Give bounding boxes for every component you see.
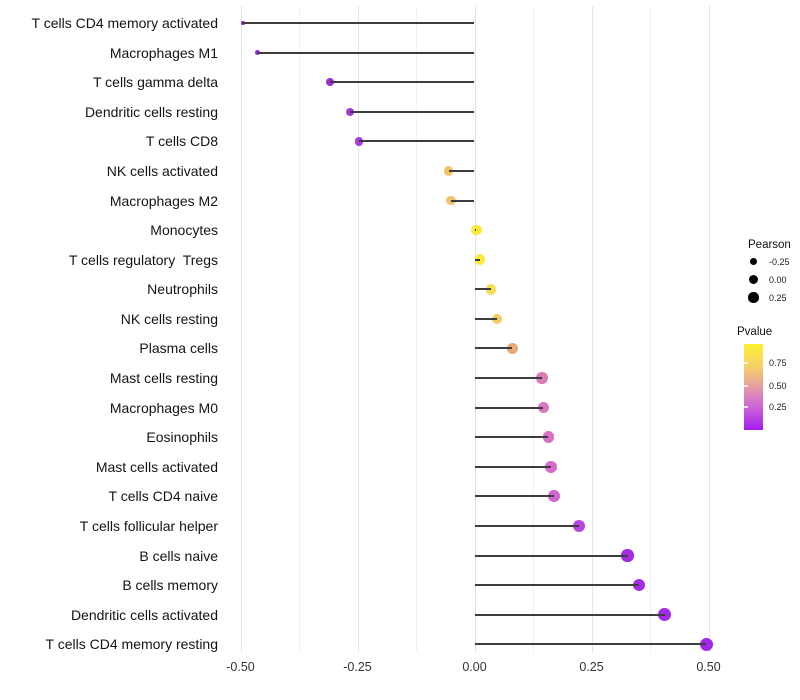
row-label: T cells CD4 memory activated <box>31 15 218 31</box>
gridline-major <box>591 6 593 652</box>
lollipop-stem <box>474 584 640 587</box>
color-legend-tick-label: 0.75 <box>769 358 787 368</box>
x-axis-tick-label: 0.00 <box>462 660 487 674</box>
lollipop-stem <box>358 140 475 143</box>
gridline-minor <box>533 6 534 652</box>
row-label: T cells gamma delta <box>92 74 218 91</box>
data-point-dot <box>658 608 671 621</box>
lollipop-stem <box>474 229 477 232</box>
row-label: Mast cells activated <box>95 458 218 475</box>
data-point-dot <box>548 490 560 503</box>
size-legend-dot <box>749 257 758 266</box>
data-point-dot <box>699 637 713 651</box>
lollipop-stem <box>474 406 544 409</box>
lollipop-stem <box>474 317 497 320</box>
color-legend-gradient-bar <box>744 344 763 430</box>
row-label: T cells regulatory Tregs <box>68 251 218 268</box>
gridline-major <box>240 6 242 652</box>
row-label: Dendritic cells activated <box>70 606 218 623</box>
size-legend-label: -0.25 <box>769 256 790 267</box>
color-legend-tick <box>744 362 748 364</box>
size-legend-title: Pearson <box>748 239 791 251</box>
color-legend-title: Pvalue <box>737 326 773 338</box>
row-label: Macrophages M2 <box>109 192 218 209</box>
lollipop-stem <box>242 22 475 24</box>
lollipop-stem <box>474 436 549 439</box>
gridline-minor <box>650 6 651 652</box>
lollipop-stem <box>329 81 475 84</box>
row-label: Eosinophils <box>146 429 218 446</box>
gridline-minor <box>416 6 417 652</box>
color-legend-tick <box>744 406 748 409</box>
lollipop-stem <box>451 199 475 202</box>
row-label: Mast cells resting <box>109 370 218 387</box>
color-legend-tick-label: 0.25 <box>769 402 787 413</box>
lollipop-stem <box>257 51 475 54</box>
color-legend-tick-label: 0.50 <box>769 380 787 391</box>
lollipop-stem <box>474 465 551 468</box>
data-point-dot <box>542 431 555 443</box>
lollipop-stem <box>474 288 491 291</box>
lollipop-stem <box>474 258 481 261</box>
row-label: T cells CD4 memory resting <box>45 636 218 653</box>
data-point-dot <box>471 224 482 236</box>
x-axis-tick-label: -0.50 <box>226 660 255 674</box>
row-label: Plasma cells <box>139 340 218 357</box>
row-label: Dendritic cells resting <box>84 103 218 120</box>
row-label: Monocytes <box>150 222 218 239</box>
x-axis-tick-label: 0.50 <box>696 660 721 674</box>
row-label: B cells naive <box>139 547 218 564</box>
size-legend-dot <box>748 292 759 303</box>
lollipop-stem <box>474 613 665 616</box>
color-legend-tick <box>744 384 748 387</box>
size-legend-dot <box>749 275 758 284</box>
lollipop-stem <box>474 643 707 646</box>
gridline-major <box>474 6 476 652</box>
row-label: T cells CD8 <box>145 133 218 150</box>
row-label: Neutrophils <box>147 281 218 298</box>
lollipop-stem <box>448 169 475 172</box>
row-label: Macrophages M0 <box>109 399 218 416</box>
row-label: T cells follicular helper <box>79 517 218 534</box>
x-axis-tick-label: 0.25 <box>579 660 604 674</box>
lollipop-stem <box>474 347 513 350</box>
row-label: B cells memory <box>122 577 218 594</box>
lollipop-stem <box>350 110 475 113</box>
size-legend-label: 0.00 <box>769 274 787 285</box>
row-label: Macrophages M1 <box>109 44 218 61</box>
lollipop-stem <box>474 377 542 380</box>
row-label: NK cells activated <box>106 162 218 179</box>
x-axis-tick-label: -0.25 <box>343 660 372 674</box>
data-point-dot <box>506 342 518 354</box>
gridline-major <box>357 6 359 652</box>
lollipop-stem <box>474 524 580 527</box>
row-label: NK cells resting <box>120 310 218 327</box>
row-label: T cells CD4 naive <box>108 488 218 505</box>
data-point-dot <box>491 313 503 325</box>
size-legend-label: 0.25 <box>769 292 787 303</box>
gridline-major <box>708 6 710 652</box>
lollipop-stem <box>474 554 628 557</box>
gridline-minor <box>299 6 300 652</box>
data-point-dot <box>446 195 456 206</box>
lollipop-stem <box>474 495 555 498</box>
data-point-dot <box>537 401 549 414</box>
